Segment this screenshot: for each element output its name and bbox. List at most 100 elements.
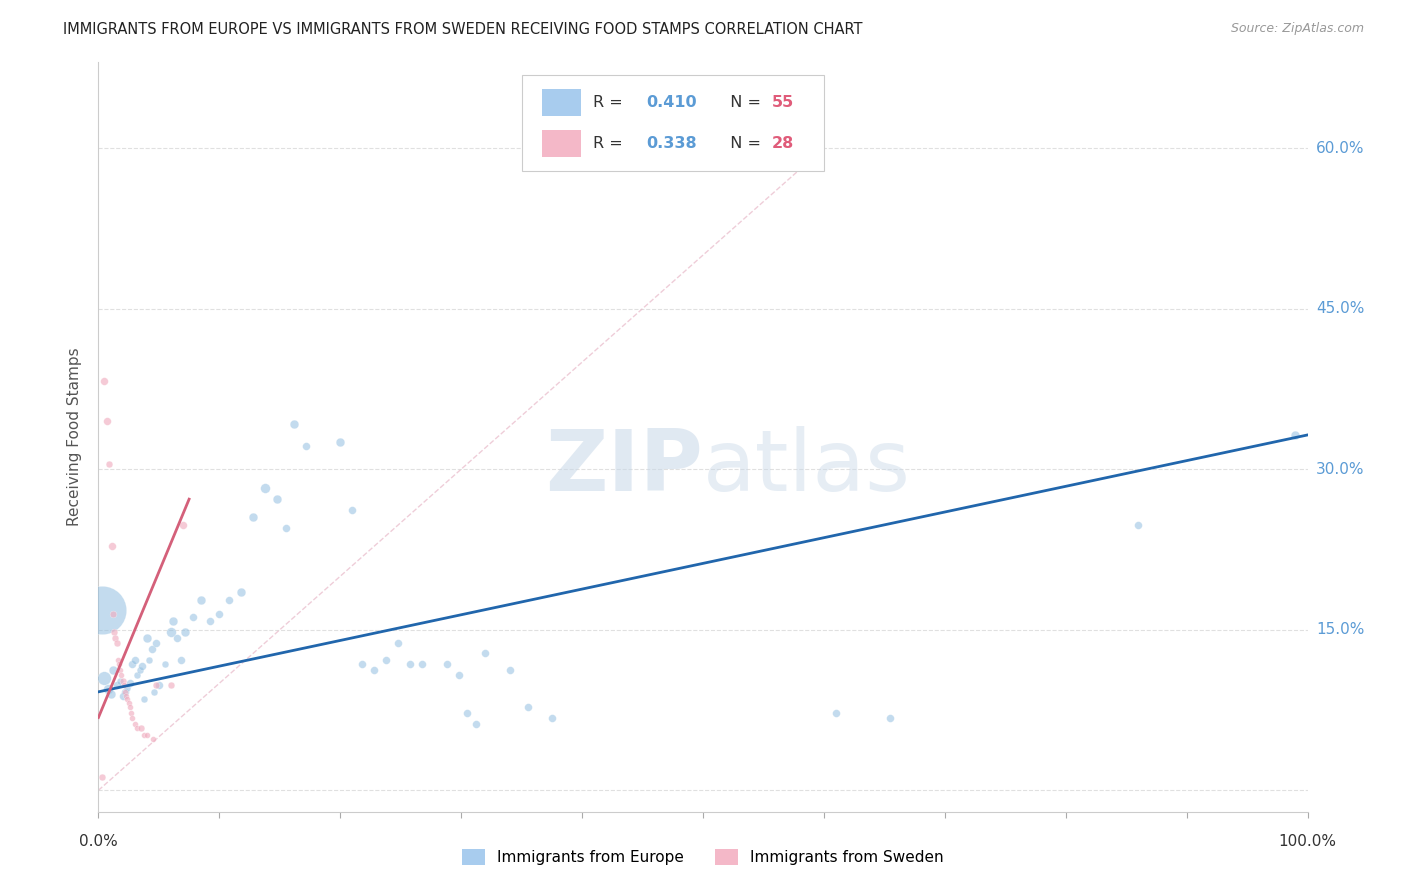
Point [198,614,221,628]
Point [879,710,901,724]
Point [127,667,149,681]
Text: Source: ZipAtlas.com: Source: ZipAtlas.com [1230,22,1364,36]
Point [108,664,131,678]
Point [134,692,156,706]
Point [100,687,122,701]
Point [172,517,194,532]
Point [162,614,184,628]
Point [350,657,373,671]
Point [148,678,170,692]
Point [138,653,160,667]
Text: 45.0%: 45.0% [1316,301,1364,316]
Text: IMMIGRANTS FROM EUROPE VS IMMIGRANTS FROM SWEDEN RECEIVING FOOD STAMPS CORRELATI: IMMIGRANTS FROM EUROPE VS IMMIGRANTS FRO… [63,22,863,37]
Point [145,635,167,649]
Text: R =: R = [593,136,628,151]
Point [118,676,141,690]
Text: 60.0%: 60.0% [1316,141,1364,155]
Point [266,492,288,507]
Point [190,592,212,607]
Point [540,710,562,724]
Point [1284,428,1306,442]
Point [121,710,143,724]
Point [111,674,134,689]
Point [169,653,191,667]
Point [411,657,433,671]
Point [242,510,264,524]
Point [121,657,143,671]
Point [108,657,131,671]
Point [283,417,305,432]
Text: 28: 28 [772,136,794,151]
Point [498,664,520,678]
Text: ZIP: ZIP [546,425,703,508]
Point [110,667,132,681]
Point [153,657,176,671]
Point [254,482,277,496]
Point [447,667,470,681]
Point [124,653,146,667]
Text: 0.0%: 0.0% [79,834,118,849]
Point [118,696,141,710]
Point [114,685,136,699]
Point [107,653,129,667]
Point [160,678,183,692]
Point [112,678,135,692]
Point [181,610,204,624]
Legend: Immigrants from Europe, Immigrants from Sweden: Immigrants from Europe, Immigrants from … [456,843,950,871]
Point [464,717,486,731]
Point [274,521,297,535]
Point [142,731,165,746]
Point [124,717,146,731]
Point [100,539,122,553]
Point [91,771,114,785]
Point [387,635,409,649]
Point [97,681,120,696]
Point [128,664,150,678]
Point [105,678,128,692]
FancyBboxPatch shape [543,89,581,116]
Point [93,671,115,685]
Point [160,624,183,639]
Point [436,657,458,671]
Point [166,632,188,646]
Point [111,689,134,703]
Point [103,624,125,639]
Point [105,635,128,649]
Text: 0.410: 0.410 [647,95,697,111]
Point [329,435,352,450]
Text: 15.0%: 15.0% [1316,623,1364,637]
Point [135,728,157,742]
Point [108,674,131,689]
Point [104,632,127,646]
Point [117,681,139,695]
Point [516,699,538,714]
FancyBboxPatch shape [543,130,581,157]
Point [474,646,496,660]
Point [91,603,114,617]
Text: 100.0%: 100.0% [1278,834,1337,849]
Point [93,375,115,389]
Point [131,659,153,673]
Point [135,632,157,646]
Point [399,657,422,671]
Point [98,457,121,471]
Point [229,585,252,599]
Point [120,706,142,721]
Text: atlas: atlas [703,425,911,508]
Point [118,699,141,714]
Text: N =: N = [720,136,766,151]
Point [145,678,167,692]
Text: 30.0%: 30.0% [1316,462,1364,476]
Point [143,685,166,699]
Point [115,689,138,703]
Point [134,728,156,742]
Point [141,642,163,657]
Text: N =: N = [720,95,766,111]
Point [825,706,848,721]
Point [117,692,139,706]
Point [363,664,385,678]
Point [218,592,240,607]
Point [101,664,124,678]
Point [208,607,231,621]
Point [375,653,398,667]
